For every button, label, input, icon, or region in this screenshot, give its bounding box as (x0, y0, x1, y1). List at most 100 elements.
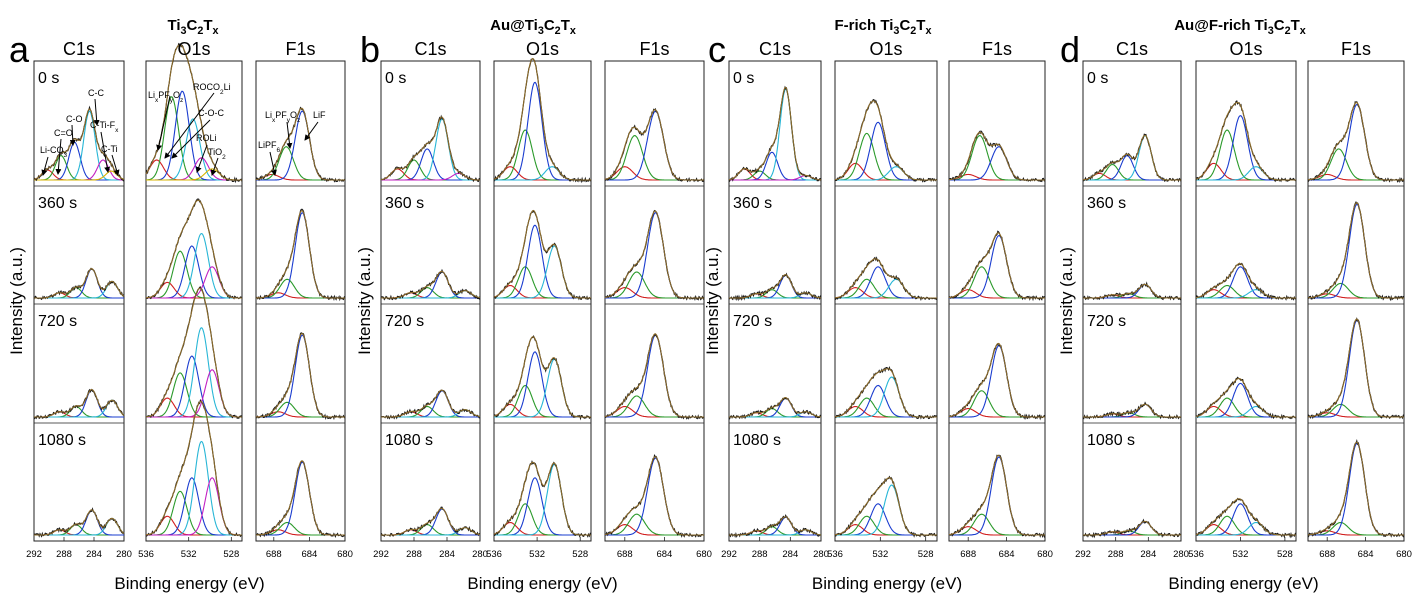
x-tick-label: 288 (752, 549, 768, 560)
group-letter-d: d (1060, 29, 1080, 70)
fit-envelope-b-F1s-0s (604, 109, 704, 181)
panel-frames (33, 60, 1405, 542)
x-tick-label: 680 (1037, 549, 1053, 560)
component-peak-b-O1s-1080s-3 (494, 463, 591, 536)
annotation-arrow (55, 138, 62, 175)
component-peak-a-O1s-720s-0 (146, 397, 242, 418)
fit-envelope-c-C1s-720s (729, 397, 822, 418)
fit-envelope-c-C1s-360s (729, 274, 822, 299)
x-tick-label: 280 (472, 549, 488, 560)
x-tick-label: 280 (1173, 549, 1189, 560)
raw-spectrum-a-F1s-720s (255, 332, 346, 421)
x-tick-label: 688 (617, 549, 633, 560)
fit-envelope-c-F1s-0s (949, 131, 1045, 181)
component-peak-a-O1s-360s-1 (146, 250, 242, 299)
peak-annotation-F1s-LiPF6: LiPF6 (258, 140, 281, 154)
component-peak-d-F1s-0s-2 (1308, 103, 1404, 181)
fit-envelope-c-F1s-1080s (948, 454, 1045, 536)
figure-text: Ti3C2Tx a Intensity (a.u.) Binding energy (… (7, 17, 1412, 593)
fit-envelope-a-F1s-360s (255, 209, 345, 299)
y-axis-label-d: Intensity (a.u.) (1057, 247, 1076, 355)
component-peak-c-F1s-1080s-1 (949, 513, 1045, 536)
component-peak-a-O1s-360s-4 (146, 266, 242, 299)
component-peak-b-F1s-360s-2 (605, 212, 704, 299)
component-peak-b-C1s-0s-2 (381, 148, 480, 181)
raw-spectrum-b-C1s-720s (380, 389, 481, 420)
column-header-a-F1s: F1s (285, 39, 315, 59)
annotation-arrow (286, 121, 293, 149)
component-peak-b-O1s-720s-2 (494, 351, 591, 418)
x-tick-label: 688 (960, 549, 976, 560)
component-peak-b-O1s-0s-2 (494, 81, 591, 181)
x-tick-label: 528 (1277, 549, 1293, 560)
time-label: 360 s (38, 195, 77, 212)
raw-spectrum-d-F1s-720s (1307, 317, 1405, 420)
raw-spectrum-c-C1s-0s (728, 85, 822, 183)
column-header-d-C1s: C1s (1116, 39, 1148, 59)
annotation-arrow (111, 154, 120, 176)
fit-envelope-b-O1s-720s (493, 336, 591, 418)
fit-envelope-b-F1s-360s (604, 210, 704, 299)
time-label: 720 s (385, 313, 424, 330)
x-axis-label-d: Binding energy (eV) (1168, 574, 1318, 593)
annotation-arrow (156, 95, 171, 151)
component-peak-a-F1s-360s-2 (256, 212, 345, 299)
column-header-b-C1s: C1s (414, 39, 446, 59)
component-peak-a-O1s-0s-0 (145, 159, 242, 181)
component-peak-c-F1s-1080s-2 (949, 456, 1045, 536)
x-tick-label: 288 (1108, 549, 1124, 560)
component-peak-c-O1s-0s-2 (835, 121, 937, 181)
component-peak-c-O1s-720s-3 (835, 376, 937, 418)
x-tick-label: 688 (1319, 549, 1335, 560)
x-tick-label: 536 (486, 549, 502, 560)
component-peak-d-F1s-1080s-2 (1308, 442, 1404, 536)
raw-spectrum-d-F1s-1080s (1307, 439, 1405, 538)
peak-annotation-O1s-TiO2: TiO2 (208, 147, 226, 161)
x-tick-label: 684 (301, 549, 317, 560)
component-peak-b-F1s-360s-1 (605, 271, 704, 299)
x-tick-label: 284 (1140, 549, 1156, 560)
raw-spectrum-a-O1s-720s (145, 286, 243, 420)
peak-annotation-F1s-LixPFyOz: LixPFyOz (265, 110, 300, 124)
panel-frame-d-F1s (1307, 60, 1405, 542)
x-axis-label-a: Binding energy (eV) (114, 574, 264, 593)
x-tick-label: 528 (223, 549, 239, 560)
time-label: 720 s (733, 313, 772, 330)
component-peak-a-F1s-1080s-2 (256, 461, 345, 536)
peak-annotation-O1s-ROCO2Li: ROCO2Li (193, 82, 231, 96)
panel-frame-b-C1s (380, 60, 481, 542)
raw-spectrum-a-C1s-360s (33, 267, 125, 301)
component-peak-a-C1s-720s-2 (34, 389, 124, 418)
x-tick-label: 532 (1233, 549, 1249, 560)
fit-envelope-c-F1s-720s (948, 342, 1045, 418)
component-peak-c-C1s-720s-2 (729, 397, 821, 418)
y-axis-label-a: Intensity (a.u.) (7, 247, 26, 355)
peak-annotation-C1s-C-C: C-C (88, 88, 104, 98)
x-tick-label: 532 (181, 549, 197, 560)
component-peak-a-O1s-0s-5 (146, 168, 242, 181)
peak-annotation-C1s-C-Ti-Fx: C-Ti-Fx (90, 120, 119, 134)
time-label: 0 s (38, 70, 59, 87)
component-peak-c-O1s-1080s-2 (835, 503, 937, 536)
fit-envelope-d-F1s-720s (1308, 318, 1404, 418)
fit-envelope-a-O1s-1080s (146, 400, 242, 536)
fit-envelope-b-O1s-360s (493, 209, 591, 299)
fit-envelope-d-O1s-360s (1195, 263, 1296, 299)
fit-envelope-d-C1s-360s (1083, 283, 1181, 299)
time-label: 360 s (1087, 195, 1126, 212)
peak-annotation-C1s-Li-CO3: Li-CO3 (40, 145, 68, 159)
fit-envelope-c-O1s-0s (834, 100, 937, 181)
group-title-d: Au@F-rich Ti3C2Tx (1174, 17, 1306, 37)
raw-spectrum-a-C1s-720s (33, 388, 125, 420)
time-label: 720 s (38, 313, 77, 330)
time-label: 1080 s (1087, 432, 1135, 449)
fit-envelope-d-C1s-1080s (1083, 520, 1181, 536)
component-peak-d-F1s-360s-2 (1308, 203, 1404, 299)
x-tick-label: 292 (26, 549, 42, 560)
column-header-a-C1s: C1s (63, 39, 95, 59)
fit-envelope-b-F1s-720s (604, 333, 704, 418)
column-header-b-O1s: O1s (526, 39, 559, 59)
panel-frame-a-C1s (33, 60, 125, 542)
x-tick-label: 684 (1358, 549, 1374, 560)
annotation-arrow (41, 156, 49, 176)
